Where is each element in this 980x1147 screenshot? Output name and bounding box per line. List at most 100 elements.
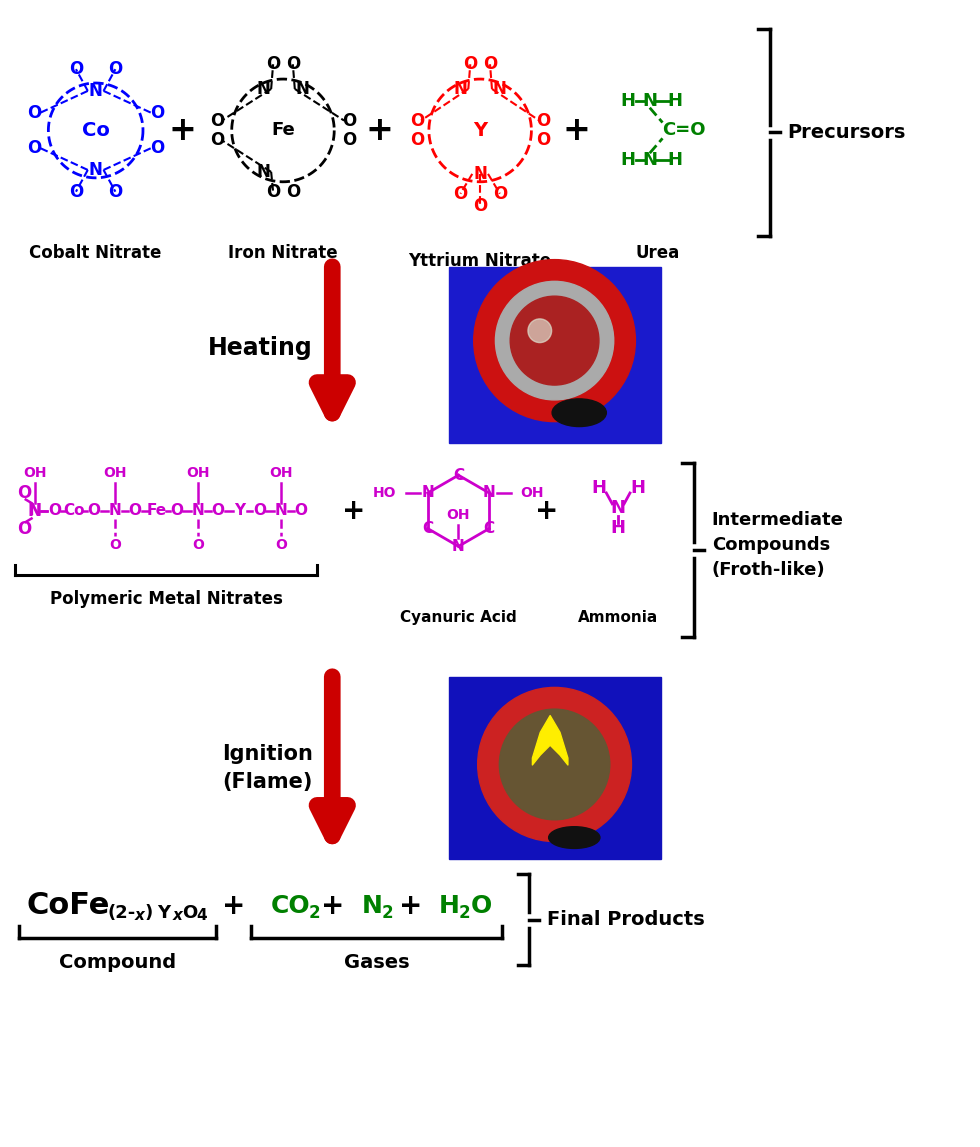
Ellipse shape — [552, 399, 607, 427]
Text: Heating: Heating — [208, 336, 313, 360]
Text: O: O — [536, 111, 551, 130]
Text: O: O — [473, 197, 487, 216]
Text: O: O — [18, 484, 31, 502]
Text: N: N — [257, 163, 270, 181]
Text: O: O — [210, 111, 224, 130]
Text: N: N — [493, 80, 507, 97]
Text: O: O — [275, 538, 287, 553]
Text: +: + — [366, 114, 394, 147]
Text: Polymeric Metal Nitrates: Polymeric Metal Nitrates — [50, 590, 283, 608]
Text: Gases: Gases — [344, 953, 410, 973]
Text: +: + — [222, 892, 245, 920]
Text: 4: 4 — [196, 908, 207, 923]
Text: O: O — [182, 904, 198, 922]
Text: H: H — [620, 151, 635, 169]
Text: CoFe: CoFe — [26, 891, 110, 920]
Text: H: H — [620, 92, 635, 110]
Text: O: O — [108, 182, 122, 201]
Text: H: H — [667, 92, 683, 110]
Text: Ignition
(Flame): Ignition (Flame) — [221, 743, 313, 791]
Text: O: O — [27, 103, 42, 122]
Text: +: + — [320, 892, 344, 920]
Text: N: N — [483, 485, 496, 500]
Text: C: C — [483, 521, 495, 536]
Text: N: N — [421, 485, 434, 500]
Text: N: N — [454, 80, 467, 97]
Text: N: N — [27, 501, 41, 520]
Text: +: + — [563, 114, 591, 147]
Text: O: O — [342, 111, 356, 130]
Text: O: O — [286, 182, 300, 201]
Text: O: O — [150, 103, 164, 122]
Text: O: O — [150, 139, 164, 157]
Text: O: O — [87, 504, 100, 518]
Text: O: O — [212, 504, 224, 518]
Text: OH: OH — [23, 466, 46, 481]
Text: O: O — [464, 55, 477, 73]
Text: Y: Y — [157, 904, 170, 922]
Text: O: O — [108, 60, 122, 78]
Text: O: O — [128, 504, 141, 518]
Text: O: O — [483, 55, 497, 73]
Text: O: O — [536, 131, 551, 149]
Text: O: O — [410, 111, 424, 130]
Text: N: N — [611, 499, 625, 517]
Text: O: O — [286, 55, 300, 73]
Text: N: N — [473, 165, 487, 182]
Text: 2: 2 — [309, 904, 320, 922]
Text: x: x — [135, 908, 145, 923]
Text: OH: OH — [104, 466, 127, 481]
Text: ): ) — [145, 904, 153, 922]
Text: Yttrium Nitrate: Yttrium Nitrate — [409, 252, 552, 270]
Circle shape — [473, 259, 635, 422]
Text: N: N — [362, 894, 383, 918]
Text: Iron Nitrate: Iron Nitrate — [228, 244, 338, 262]
Bar — [449, 267, 661, 443]
Text: N: N — [192, 504, 205, 518]
Text: N: N — [642, 151, 658, 169]
Text: O: O — [266, 55, 280, 73]
Text: Intermediate
Compounds
(Froth-like): Intermediate Compounds (Froth-like) — [711, 512, 844, 579]
Text: Ammonia: Ammonia — [578, 609, 659, 625]
Circle shape — [528, 319, 552, 343]
Text: x: x — [172, 908, 182, 923]
Text: Fe: Fe — [147, 504, 167, 518]
Text: Cobalt Nitrate: Cobalt Nitrate — [29, 244, 162, 262]
Text: Y: Y — [473, 120, 487, 140]
Text: OH: OH — [447, 508, 470, 522]
Text: 2: 2 — [459, 904, 470, 922]
Text: O: O — [192, 538, 204, 553]
Text: N: N — [296, 80, 310, 97]
Text: H: H — [591, 479, 606, 497]
Text: N: N — [452, 539, 465, 554]
Text: H: H — [667, 151, 683, 169]
Text: O: O — [210, 131, 224, 149]
Text: Urea: Urea — [635, 244, 680, 262]
Text: O: O — [170, 504, 183, 518]
Text: O: O — [470, 894, 492, 918]
Text: N: N — [642, 92, 658, 110]
Circle shape — [477, 687, 631, 842]
Text: +: + — [535, 497, 559, 525]
Text: O: O — [454, 185, 467, 203]
Text: O: O — [410, 131, 424, 149]
Text: OH: OH — [186, 466, 210, 481]
Circle shape — [500, 709, 610, 820]
Text: N: N — [257, 80, 270, 97]
Text: N: N — [28, 504, 41, 518]
Text: (2-: (2- — [108, 904, 136, 922]
Text: HO: HO — [372, 486, 396, 500]
Circle shape — [496, 281, 613, 400]
Text: O: O — [18, 520, 31, 538]
Text: Y: Y — [234, 504, 245, 518]
Text: H: H — [611, 518, 625, 537]
Text: Cyanuric Acid: Cyanuric Acid — [400, 609, 516, 625]
Text: O: O — [294, 504, 307, 518]
Text: N: N — [89, 81, 103, 100]
Text: Precursors: Precursors — [788, 123, 907, 142]
Text: O: O — [69, 182, 83, 201]
Text: O: O — [342, 131, 356, 149]
Text: Co: Co — [64, 504, 84, 518]
Text: H: H — [630, 479, 646, 497]
Circle shape — [511, 296, 599, 385]
